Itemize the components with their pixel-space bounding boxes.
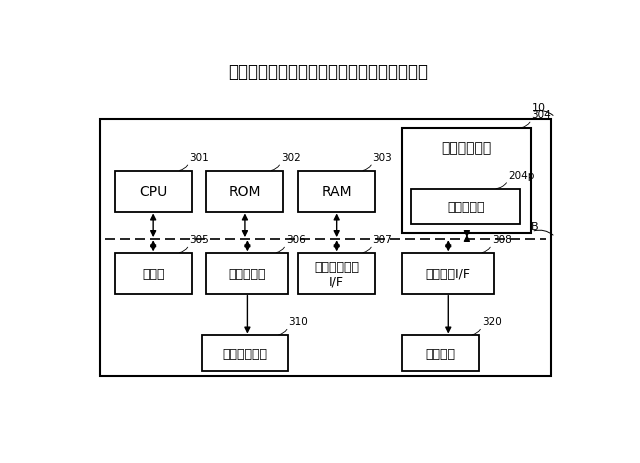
Bar [403, 335, 479, 371]
Text: 10: 10 [531, 103, 545, 113]
Text: 301: 301 [189, 152, 209, 163]
Text: 306: 306 [286, 235, 305, 244]
Text: 補助記憶装置: 補助記憶装置 [442, 141, 492, 155]
Text: 307: 307 [372, 235, 392, 244]
Bar [412, 189, 520, 225]
Text: B: B [531, 221, 539, 232]
Bar [207, 171, 284, 213]
Text: 表示制御部: 表示制御部 [228, 268, 266, 281]
Text: 308: 308 [492, 235, 511, 244]
Bar [207, 253, 289, 294]
Text: ROM: ROM [228, 185, 261, 199]
Text: 外部機器I/F: 外部機器I/F [426, 268, 471, 281]
Text: 私的使用サーバのハードウェア構成図の一例: 私的使用サーバのハードウェア構成図の一例 [228, 63, 428, 81]
Text: 303: 303 [372, 152, 392, 163]
Bar [202, 335, 288, 371]
Text: プログラム: プログラム [447, 200, 484, 213]
Text: ディスプレイ: ディスプレイ [223, 347, 268, 360]
Text: ネットワーク
I/F: ネットワーク I/F [314, 260, 359, 288]
Text: 320: 320 [482, 317, 502, 326]
Text: 記憶媒体: 記憶媒体 [426, 347, 456, 360]
Text: 204p: 204p [508, 170, 534, 180]
Text: 304: 304 [531, 110, 551, 120]
Text: 302: 302 [281, 152, 301, 163]
Bar [100, 120, 551, 376]
Text: 入力部: 入力部 [142, 268, 164, 281]
Bar [403, 253, 494, 294]
Bar [115, 253, 191, 294]
Text: 310: 310 [289, 317, 308, 326]
Bar [403, 129, 531, 234]
Text: CPU: CPU [139, 185, 167, 199]
Text: RAM: RAM [321, 185, 352, 199]
Bar [298, 253, 375, 294]
Bar [115, 171, 191, 213]
Text: 305: 305 [189, 235, 209, 244]
Bar [298, 171, 375, 213]
